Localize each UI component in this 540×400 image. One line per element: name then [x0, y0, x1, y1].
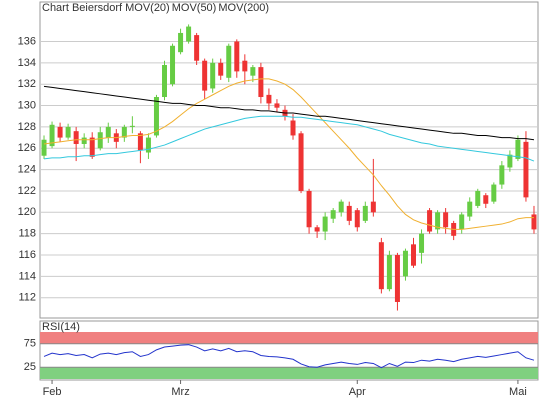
x-tick-label: Feb [43, 386, 62, 398]
candle-body [194, 35, 200, 61]
candle-body [250, 67, 256, 76]
candle-body [531, 214, 537, 230]
candle-body [266, 94, 272, 104]
x-tick-label: Mai [509, 386, 527, 398]
rsi-tick-label: 25 [24, 361, 36, 373]
candle-body [499, 165, 505, 185]
candle-body [202, 60, 208, 91]
x-tick-label: Apr [349, 386, 366, 398]
candle-body [170, 45, 176, 85]
candle-body [378, 242, 384, 290]
candle-body [427, 210, 433, 232]
candle-body [306, 190, 312, 228]
legend-entry: MOV(200) [218, 2, 269, 14]
candle-body [57, 126, 63, 138]
y-tick-label: 116 [18, 249, 36, 261]
candle-body [129, 125, 135, 127]
candle-body [314, 227, 320, 232]
y-tick-label: 130 [18, 99, 36, 111]
candle-body [402, 250, 408, 277]
candle-body [41, 139, 47, 156]
candle-body [322, 216, 328, 232]
candle-body [394, 255, 400, 302]
candle-body [435, 212, 441, 230]
rsi-line [43, 344, 535, 369]
candle-body [105, 126, 111, 138]
moving-average-line [43, 115, 535, 162]
candle-body [483, 195, 489, 204]
candle-body [121, 126, 127, 138]
candle-body [97, 132, 103, 149]
candle-body [507, 154, 513, 168]
rsi-tick-label: 75 [24, 338, 36, 350]
candle-body [370, 201, 376, 213]
candle-body [81, 137, 87, 144]
legend-entry: MOV(50) [172, 2, 217, 14]
candle-body [274, 103, 280, 108]
candle-body [411, 244, 416, 266]
candle-body [443, 212, 449, 228]
candle-body [186, 26, 192, 42]
y-tick-label: 114 [18, 270, 36, 282]
candle-body [258, 67, 264, 98]
rsi-lower-band [40, 367, 538, 379]
candle-body [234, 41, 240, 72]
candle-body [475, 190, 481, 206]
y-tick-label: 120 [18, 206, 36, 218]
moving-average-line [43, 78, 534, 230]
candle-body [290, 120, 296, 136]
candle-body [210, 62, 216, 89]
legend-entry: MOV(20) [125, 2, 170, 14]
y-tick-label: 118 [18, 228, 36, 240]
candle-body [137, 133, 143, 151]
candle-body [354, 210, 360, 228]
candle-body [153, 97, 159, 136]
candle-body [467, 201, 473, 217]
candle-body [523, 141, 529, 198]
candle-body [298, 133, 304, 191]
candle-body [162, 64, 167, 98]
candle-body [73, 131, 79, 144]
plot-area [39, 1, 539, 319]
candle-body [218, 62, 224, 76]
candle-body [89, 137, 95, 157]
candle-body [330, 210, 336, 219]
candle-body [242, 60, 248, 72]
y-tick-label: 136 [18, 35, 36, 47]
candle-body [338, 201, 344, 213]
rsi-title: RSI(14) [42, 321, 80, 333]
y-tick-label: 126 [18, 142, 36, 154]
y-tick-label: 112 [18, 292, 36, 304]
candle-body [65, 126, 71, 138]
candle-body [491, 184, 497, 202]
rsi-upper-band [40, 332, 538, 344]
y-tick-label: 124 [18, 164, 36, 176]
y-tick-label: 134 [18, 57, 36, 69]
candle-body [386, 255, 392, 290]
y-tick-label: 132 [18, 78, 36, 90]
candle-body [226, 45, 232, 78]
candle-body [459, 214, 465, 230]
candle-body [145, 137, 151, 153]
x-tick-label: Mrz [171, 386, 189, 398]
candle-body [346, 205, 352, 221]
y-tick-label: 122 [18, 185, 36, 197]
candle-body [515, 139, 521, 159]
candle-body [178, 32, 184, 53]
y-tick-label: 128 [18, 121, 36, 133]
candle-body [49, 124, 55, 147]
candle-body [362, 205, 368, 221]
chart-title: Chart Beiersdorf [42, 2, 123, 14]
moving-average-line [43, 85, 535, 141]
candle-body [419, 233, 425, 253]
